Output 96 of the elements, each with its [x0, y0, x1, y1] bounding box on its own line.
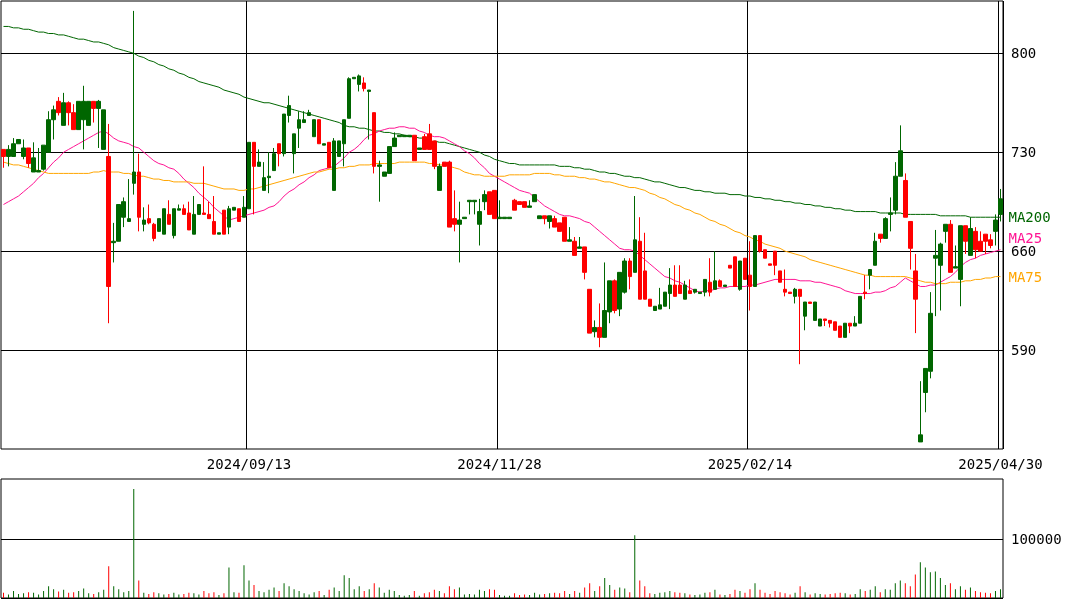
line-series	[3, 126, 1001, 295]
candlestick	[943, 223, 948, 244]
candlestick	[572, 236, 577, 256]
candlestick	[778, 270, 782, 283]
candlestick	[577, 236, 582, 249]
candlestick	[582, 246, 587, 280]
x-tick-label: 2024/11/28	[457, 456, 542, 472]
candlestick	[903, 172, 908, 218]
candlestick	[798, 288, 802, 365]
candlestick	[587, 288, 592, 334]
candlestick	[327, 141, 331, 169]
candlestick	[803, 301, 807, 331]
y-tick-label: 730	[1011, 144, 1037, 161]
candlestick	[56, 96, 61, 116]
candlestick	[277, 143, 281, 167]
candlestick	[372, 112, 376, 174]
candlestick	[527, 199, 532, 208]
candlestick	[753, 235, 757, 287]
candlestick	[592, 319, 597, 338]
candlestick	[873, 232, 877, 266]
candlestick	[718, 278, 722, 287]
x-tick-label: 2025/02/14	[707, 456, 793, 472]
candlestick	[482, 189, 487, 211]
candlestick	[437, 163, 442, 191]
candlestick	[417, 147, 422, 150]
candlestick	[532, 194, 537, 203]
candlestick	[918, 380, 923, 443]
candlestick	[61, 92, 66, 126]
candlestick	[317, 119, 321, 145]
candlestick	[547, 215, 552, 230]
y-tick-label: 100000	[1011, 531, 1062, 548]
candlestick	[167, 199, 171, 225]
candlestick	[793, 287, 797, 304]
candlestick	[913, 253, 918, 334]
candlestick	[101, 109, 106, 150]
candlestick	[217, 232, 221, 235]
candlestick	[222, 209, 226, 235]
candlestick	[848, 322, 852, 334]
candlestick	[683, 280, 687, 300]
candlestick	[26, 147, 31, 169]
candlestick	[377, 160, 382, 203]
series-label: MA200	[1008, 209, 1051, 226]
candlestick	[868, 269, 872, 290]
y-tick-label: 800	[1011, 45, 1037, 62]
candlestick	[307, 109, 311, 116]
y-tick-label: 660	[1011, 243, 1037, 260]
candlestick	[457, 201, 462, 263]
candlestick	[106, 123, 111, 324]
candlestick	[212, 195, 216, 235]
candlestick	[1, 148, 6, 169]
candlestick	[21, 139, 26, 160]
candlestick	[362, 76, 366, 92]
candlestick	[237, 208, 241, 222]
candlestick	[127, 178, 131, 222]
candlestick	[908, 220, 913, 271]
candlestick	[633, 195, 637, 273]
candlestick	[883, 216, 888, 239]
candlestick	[152, 222, 156, 242]
candlestick	[863, 274, 867, 300]
candlestick	[292, 133, 296, 174]
series-label: MA75	[1008, 268, 1043, 285]
y-tick-label: 590	[1011, 342, 1037, 359]
candlestick	[808, 301, 812, 304]
candlestick	[612, 278, 617, 314]
candlestick	[252, 141, 256, 215]
candlestick	[628, 257, 632, 290]
candlestick	[688, 278, 692, 295]
candlestick	[412, 134, 417, 162]
candlestick	[708, 257, 712, 297]
candlestick	[537, 215, 542, 220]
candlestick	[96, 99, 101, 149]
candlestick	[312, 119, 316, 138]
line-series	[3, 161, 1001, 285]
candlestick	[322, 143, 326, 146]
candlestick	[738, 260, 742, 292]
candlestick	[843, 322, 847, 338]
series-label: MA25	[1008, 229, 1043, 246]
candlestick	[597, 302, 602, 348]
candlestick	[137, 153, 141, 232]
candlestick	[948, 219, 953, 273]
x-tick-label: 2025/04/30	[958, 456, 1043, 472]
x-tick-label: 2024/09/13	[206, 456, 292, 472]
candlestick	[723, 284, 727, 287]
candlestick	[272, 147, 276, 172]
candlestick	[477, 198, 482, 246]
candlestick	[142, 206, 146, 232]
candlestick	[147, 204, 151, 225]
candlestick	[713, 250, 717, 290]
candlestick	[542, 215, 547, 225]
candlestick	[878, 233, 883, 244]
candlestick	[567, 226, 572, 242]
candlestick	[462, 216, 467, 220]
candlestick	[257, 148, 261, 167]
candlestick	[367, 89, 371, 140]
candlestick	[91, 100, 96, 124]
candlestick	[963, 225, 968, 255]
